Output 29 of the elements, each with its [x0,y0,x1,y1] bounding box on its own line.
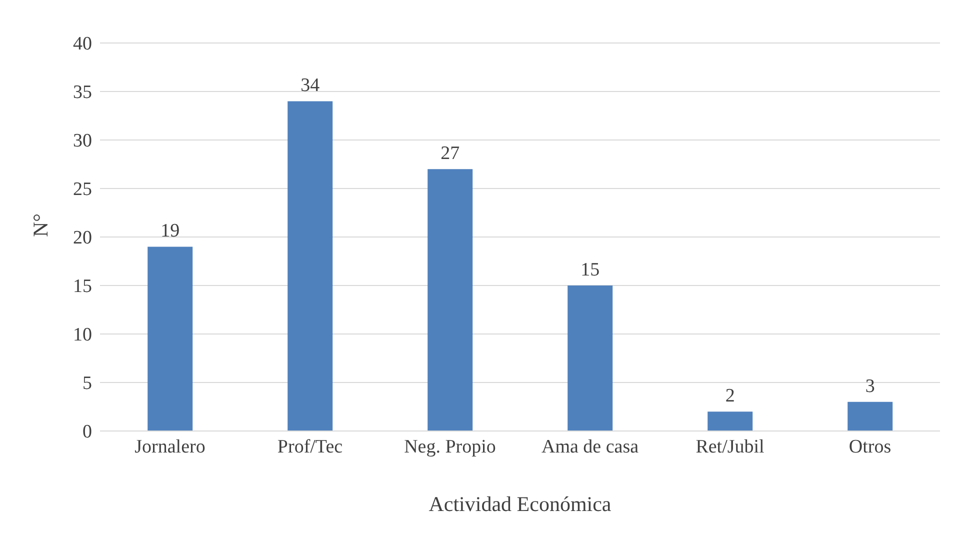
x-tick-label: Otros [848,436,892,458]
bar [848,402,893,431]
data-label: 34 [300,75,320,96]
data-label: 3 [865,376,875,397]
y-axis-title: N° [28,213,52,237]
y-tick-label: 20 [73,228,92,249]
x-tick-label: Ret/Jubil [696,436,764,458]
data-label: 27 [440,143,460,164]
bar [568,286,613,431]
x-axis-title: Actividad Económica [428,492,612,516]
y-tick-label: 10 [73,324,92,346]
bar [428,169,473,431]
y-tick-label: 5 [82,373,92,394]
x-tick-label: Jornalero [134,436,206,458]
x-tick-label: Neg. Propio [404,436,496,458]
x-tick-label: Ama de casa [541,436,640,458]
bar [708,412,753,431]
y-tick-label: 15 [73,276,92,298]
bar [148,246,193,431]
y-tick-label: 35 [73,82,92,104]
data-label: 2 [725,386,735,407]
data-label: 19 [160,220,180,242]
y-tick-label: 40 [73,34,92,55]
bar [288,101,333,431]
x-tick-label: Prof/Tec [277,436,343,458]
data-label: 15 [580,260,600,280]
y-tick-label: 0 [82,422,92,443]
y-tick-label: 30 [73,130,92,152]
y-tick-label: 25 [73,179,92,200]
